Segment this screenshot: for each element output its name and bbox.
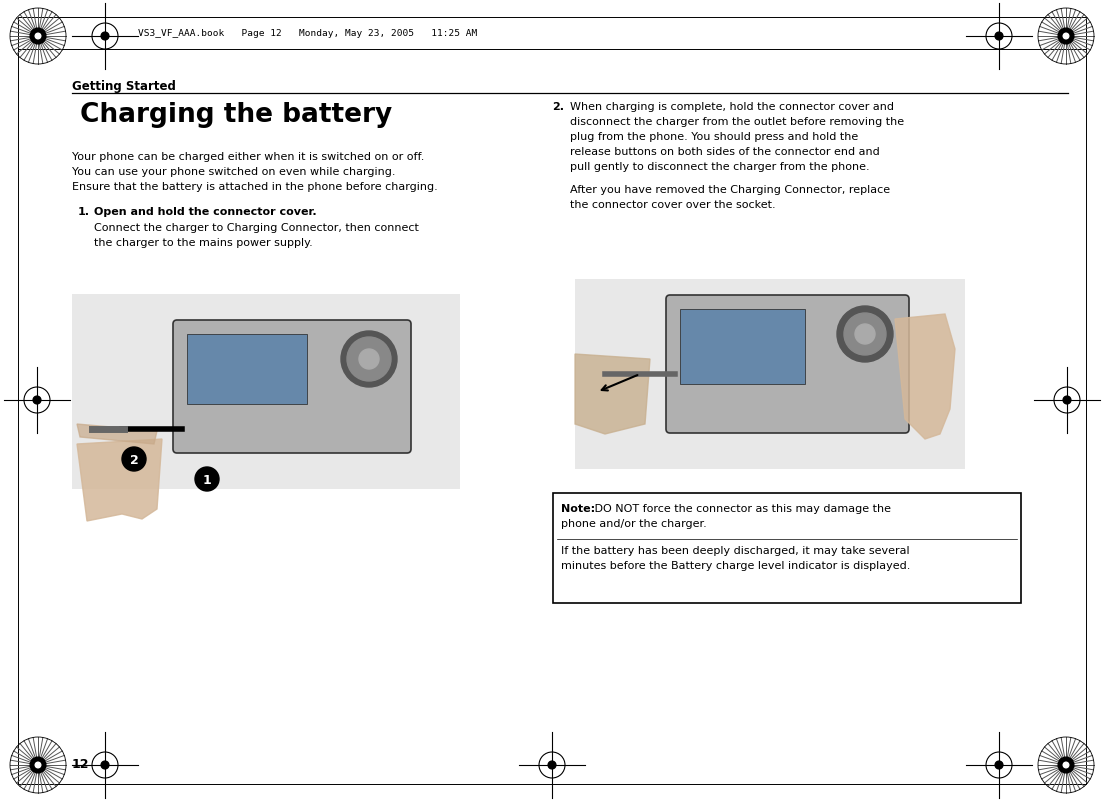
Text: 2.: 2. bbox=[552, 102, 564, 111]
Text: minutes before the Battery charge level indicator is displayed.: minutes before the Battery charge level … bbox=[561, 561, 911, 570]
Text: You can use your phone switched on even while charging.: You can use your phone switched on even … bbox=[72, 167, 395, 176]
Text: disconnect the charger from the outlet before removing the: disconnect the charger from the outlet b… bbox=[570, 117, 904, 127]
Circle shape bbox=[30, 29, 46, 45]
Circle shape bbox=[995, 761, 1002, 769]
Bar bbox=[553, 493, 1021, 603]
Text: If the battery has been deeply discharged, it may take several: If the battery has been deeply discharge… bbox=[561, 545, 910, 555]
Circle shape bbox=[341, 331, 397, 387]
Text: DO NOT force the connector as this may damage the: DO NOT force the connector as this may d… bbox=[591, 504, 891, 513]
Bar bbox=[72, 294, 460, 489]
FancyBboxPatch shape bbox=[666, 296, 909, 433]
Text: phone and/or the charger.: phone and/or the charger. bbox=[561, 518, 707, 529]
Bar bbox=[680, 310, 805, 384]
Circle shape bbox=[1058, 757, 1074, 773]
Circle shape bbox=[1063, 34, 1069, 40]
Text: the connector cover over the socket.: the connector cover over the socket. bbox=[570, 200, 776, 210]
Circle shape bbox=[359, 350, 379, 370]
Bar bbox=[575, 280, 965, 469]
Text: 12: 12 bbox=[72, 757, 89, 770]
Text: Ensure that the battery is attached in the phone before charging.: Ensure that the battery is attached in t… bbox=[72, 182, 438, 192]
Circle shape bbox=[102, 761, 109, 769]
Circle shape bbox=[35, 762, 41, 768]
Polygon shape bbox=[77, 439, 162, 521]
Circle shape bbox=[30, 757, 46, 773]
Circle shape bbox=[548, 761, 556, 769]
Text: After you have removed the Charging Connector, replace: After you have removed the Charging Conn… bbox=[570, 184, 890, 195]
Text: Connect the charger to Charging Connector, then connect: Connect the charger to Charging Connecto… bbox=[94, 223, 418, 233]
Circle shape bbox=[1058, 29, 1074, 45]
Text: Your phone can be charged either when it is switched on or off.: Your phone can be charged either when it… bbox=[72, 152, 424, 162]
Text: Open and hold the connector cover.: Open and hold the connector cover. bbox=[94, 207, 317, 217]
Circle shape bbox=[347, 338, 391, 382]
Circle shape bbox=[123, 448, 146, 472]
Circle shape bbox=[35, 34, 41, 40]
Circle shape bbox=[1063, 397, 1071, 404]
Circle shape bbox=[33, 397, 41, 404]
FancyBboxPatch shape bbox=[173, 321, 411, 453]
Text: Note:: Note: bbox=[561, 504, 595, 513]
Polygon shape bbox=[575, 354, 650, 435]
Text: the charger to the mains power supply.: the charger to the mains power supply. bbox=[94, 237, 312, 248]
Circle shape bbox=[837, 306, 893, 363]
Text: When charging is complete, hold the connector cover and: When charging is complete, hold the conn… bbox=[570, 102, 894, 111]
Circle shape bbox=[995, 33, 1002, 41]
Circle shape bbox=[1063, 762, 1069, 768]
Text: release buttons on both sides of the connector end and: release buttons on both sides of the con… bbox=[570, 147, 880, 157]
Polygon shape bbox=[895, 314, 955, 439]
Circle shape bbox=[102, 33, 109, 41]
Text: pull gently to disconnect the charger from the phone.: pull gently to disconnect the charger fr… bbox=[570, 162, 870, 172]
Polygon shape bbox=[77, 424, 157, 444]
Circle shape bbox=[195, 468, 219, 492]
Text: VS3_VF_AAA.book   Page 12   Monday, May 23, 2005   11:25 AM: VS3_VF_AAA.book Page 12 Monday, May 23, … bbox=[138, 30, 477, 38]
Text: Charging the battery: Charging the battery bbox=[79, 102, 392, 128]
Text: 1: 1 bbox=[203, 474, 211, 487]
Text: 2: 2 bbox=[129, 454, 138, 467]
Text: 1.: 1. bbox=[78, 207, 91, 217]
Circle shape bbox=[843, 314, 887, 355]
Text: plug from the phone. You should press and hold the: plug from the phone. You should press an… bbox=[570, 132, 858, 142]
Bar bbox=[187, 334, 307, 404]
Text: Getting Started: Getting Started bbox=[72, 80, 176, 93]
Circle shape bbox=[854, 325, 875, 345]
